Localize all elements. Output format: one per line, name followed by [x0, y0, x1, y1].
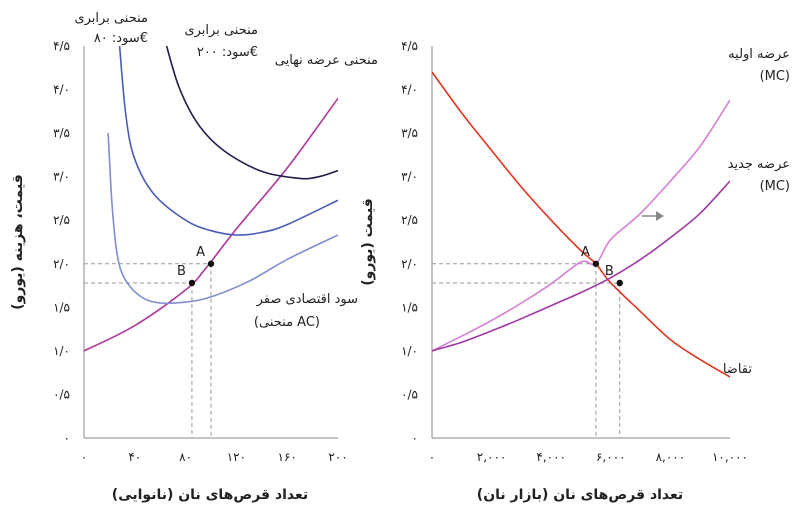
iso80-curve	[118, 46, 338, 236]
right-x-tick-label: ۰	[429, 450, 435, 464]
iso200-label-line2: سود: ۲۰۰€	[197, 45, 258, 60]
supply1-label-line1: عرضه اولیه	[728, 47, 790, 62]
supply2-label-line1: عرضه جدید	[728, 157, 790, 172]
shift-arrow-icon	[642, 211, 664, 221]
point-a-label: A	[581, 245, 590, 260]
left-x-tick-label: ۲۰۰	[328, 450, 347, 464]
left-x-tick-label: ۴۰	[128, 450, 141, 464]
left-y-tick-label: ۲/۵	[53, 213, 70, 227]
right-chart-panel: ۰ ۰/۵ ۱/۰ ۱/۵ ۲/۰ ۲/۵ ۳/۰ ۳/۵ ۴/۰ ۴/۵ ۰ ۲,۰۰۰ ۴,۰۰۰…	[360, 39, 790, 503]
left-x-tick-label: ۸۰	[179, 450, 192, 464]
left-x-tick-label: ۱۲۰	[227, 450, 246, 464]
right-y-tick-label: ۱/۰	[401, 344, 418, 358]
left-y-tick-label: ۴/۵	[53, 39, 70, 53]
right-y-tick-label: ۳/۵	[401, 126, 418, 140]
left-x-axis-label: تعداد قرص‌های نان (نانوایی)	[112, 487, 308, 503]
point-b-marker	[188, 279, 196, 287]
point-a-marker	[592, 260, 600, 267]
left-y-tick-label: ۱/۵	[53, 300, 70, 314]
point-b-label: B	[605, 264, 614, 279]
left-x-tick-label: ۱۶۰	[278, 450, 297, 464]
left-y-tick-label: ۴/۰	[53, 83, 70, 97]
right-y-tick-label: ۱/۵	[401, 300, 418, 314]
mc-curve	[84, 97, 338, 352]
left-y-tick-label: ۰	[64, 431, 70, 445]
left-y-tick-label: ۲/۰	[53, 257, 70, 271]
point-b-label: B	[177, 264, 186, 279]
iso200-curve	[165, 46, 338, 180]
right-y-tick-label: ۰	[412, 431, 418, 445]
right-x-tick-label: ۴,۰۰۰	[536, 450, 566, 464]
supply2-curve	[432, 180, 730, 352]
point-a-marker	[207, 260, 215, 267]
right-y-tick-label: ۲/۵	[401, 213, 418, 227]
left-y-tick-label: ۳/۰	[53, 170, 70, 184]
demand-curve	[432, 71, 730, 378]
point-a-label: A	[196, 245, 205, 260]
supply1-curve	[432, 99, 730, 352]
left-chart-panel: ۰ ۰/۵ ۱/۰ ۱/۵ ۲/۰ ۲/۵ ۳/۰ ۳/۵ ۴/۰ ۴/۵ ۰ ۴۰ ۸۰ ۱۲۰ ۱۶۰…	[10, 11, 378, 503]
right-y-tick-label: ۴/۰	[401, 83, 418, 97]
ac-label-line1: سود اقتصادی صفر	[256, 292, 358, 307]
ac-curve	[107, 133, 338, 305]
right-y-tick-label: ۳/۰	[401, 170, 418, 184]
supply2-label-line2: (MC)	[760, 179, 790, 194]
right-x-tick-label: ۶,۰۰۰	[596, 450, 626, 464]
right-y-tick-label: ۲/۰	[401, 257, 418, 271]
left-y-axis-label: قیمت، هزینه (یورو)	[10, 174, 26, 310]
point-b-marker	[616, 279, 623, 287]
mc-curve-label: منحنی عرضه نهایی	[275, 53, 378, 68]
demand-label: تقاضا	[723, 362, 753, 377]
ac-label-line2: (منحنی AC)	[254, 315, 320, 330]
right-y-axis-label: قیمت (یورو)	[360, 198, 376, 286]
right-y-tick-label: ۰/۵	[401, 387, 418, 401]
left-x-tick-label: ۰	[81, 450, 87, 464]
right-x-tick-label: ۸,۰۰۰	[656, 450, 686, 464]
left-y-tick-label: ۱/۰	[53, 344, 70, 358]
left-y-tick-label: ۳/۵	[53, 126, 70, 140]
right-y-tick-label: ۴/۵	[401, 39, 418, 53]
right-x-tick-label: ۲,۰۰۰	[477, 450, 507, 464]
left-y-tick-label: ۰/۵	[53, 387, 70, 401]
supply1-label-line2: (MC)	[760, 69, 790, 84]
iso200-label-line1: منحنی برابری	[184, 23, 258, 38]
right-x-axis-label: تعداد قرص‌های نان (بازار نان)	[477, 487, 683, 503]
right-x-tick-label: ۱۰,۰۰۰	[712, 450, 748, 464]
iso80-label-line2: سود: ۸۰€	[94, 31, 148, 46]
iso80-label-line1: منحنی برابری	[74, 11, 148, 26]
